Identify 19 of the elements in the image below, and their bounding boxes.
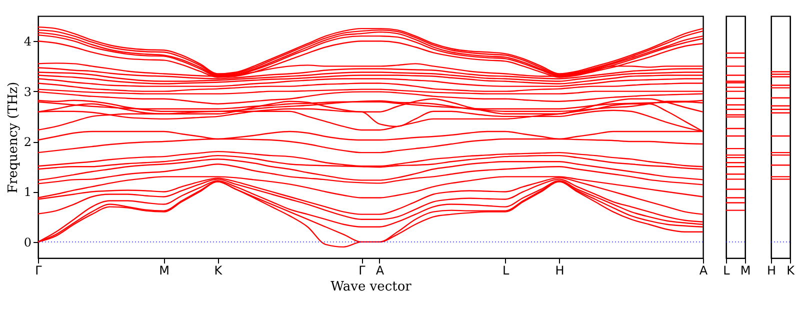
y-tick-label: 4 xyxy=(24,34,32,49)
x-tick-label: M xyxy=(159,264,170,278)
x-axis-title: Wave vector xyxy=(330,280,412,294)
y-tick-label: 1 xyxy=(24,185,32,200)
x-tick-label: K xyxy=(786,264,796,278)
x-tick-label: A xyxy=(376,264,385,278)
x-tick-label: H xyxy=(766,264,776,278)
x-tick-label: L xyxy=(502,264,510,278)
x-tick-label: Γ xyxy=(35,264,42,278)
x-tick-label: M xyxy=(740,264,751,278)
x-tick-label: K xyxy=(214,264,224,278)
x-tick-label: L xyxy=(723,264,730,278)
x-tick-label: H xyxy=(555,264,564,278)
x-tick-label: A xyxy=(699,264,708,278)
y-axis-title: Frequency (THz) xyxy=(6,82,21,194)
x-tick-label: Γ xyxy=(358,264,366,278)
y-tick-label: 2 xyxy=(24,135,32,150)
y-tick-label: 0 xyxy=(24,235,32,250)
y-tick-label: 3 xyxy=(24,84,32,99)
